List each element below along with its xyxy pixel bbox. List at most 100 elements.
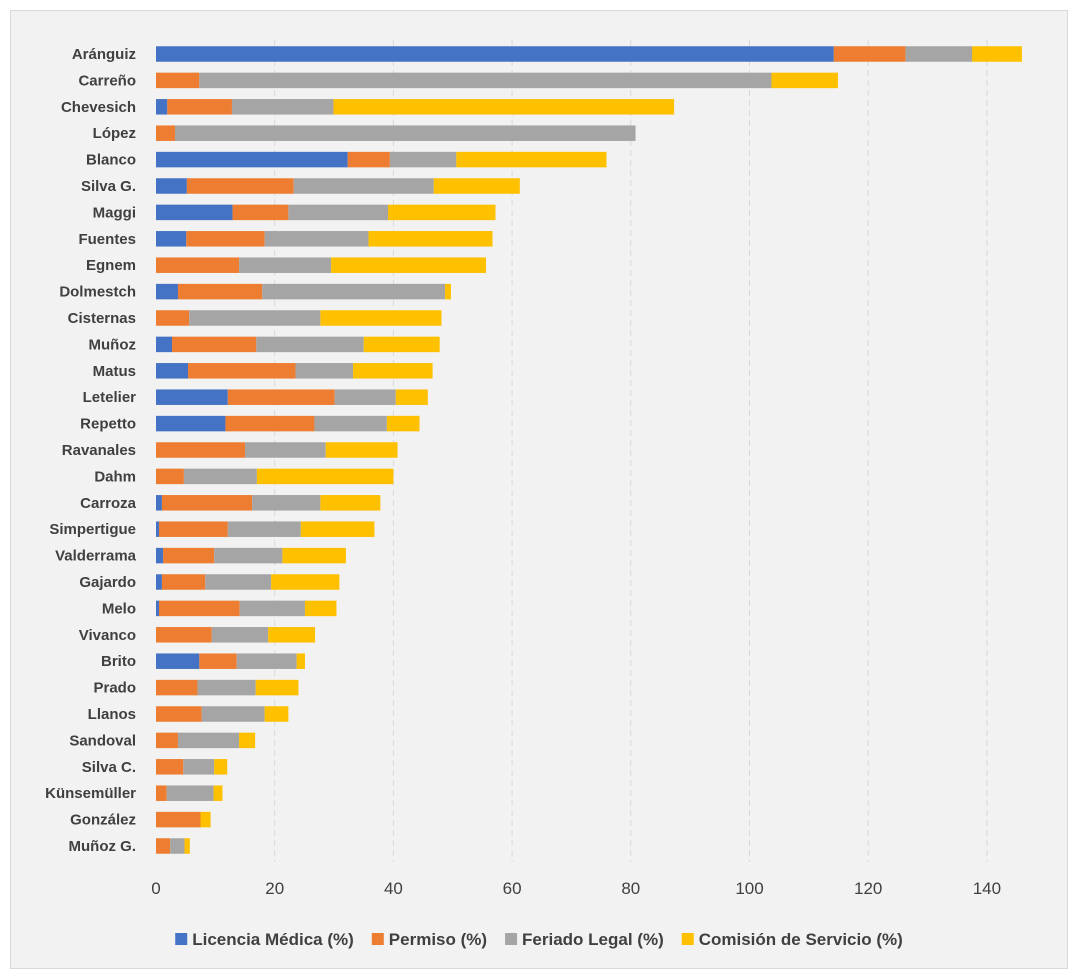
bar-segment-s0-row23 — [156, 653, 200, 669]
bar-segment-s3-row24 — [255, 679, 299, 696]
bar-segment-s1-row30 — [156, 838, 171, 854]
bar-segment-s2-row22 — [211, 627, 269, 643]
bar-segment-s1-row27 — [156, 759, 184, 775]
bar-segment-s0-row9 — [156, 283, 178, 300]
category-label: Ravanales — [62, 442, 136, 459]
bar-segment-s1-row5 — [186, 178, 294, 194]
bar-segment-s2-row20 — [205, 574, 272, 590]
category-label: Carroza — [80, 495, 137, 512]
bar-segment-s2-row17 — [252, 495, 321, 511]
bar-segment-s2-row8 — [239, 257, 332, 273]
bar-segment-s3-row30 — [184, 838, 190, 854]
bar-segment-s3-row9 — [445, 283, 451, 300]
bar-segment-s2-row16 — [183, 468, 257, 485]
category-label: Aránguiz — [72, 46, 136, 63]
bar-segment-s3-row21 — [304, 600, 337, 617]
x-tick-label: 80 — [621, 879, 640, 898]
bar-segment-s1-row2 — [167, 99, 232, 115]
bar-segment-s1-row25 — [156, 706, 202, 722]
category-label: Repetto — [80, 416, 136, 433]
bar-segment-s3-row13 — [395, 389, 428, 405]
bar-segment-s2-row21 — [239, 600, 305, 617]
bar-segment-s0-row17 — [156, 495, 162, 511]
bar-segment-s1-row15 — [156, 442, 246, 458]
bar-segment-s1-row19 — [163, 547, 215, 564]
category-label: Llanos — [88, 706, 136, 723]
bar-segment-s1-row22 — [156, 627, 212, 643]
bar-segment-s2-row15 — [245, 442, 326, 458]
bar-segment-s3-row7 — [368, 231, 493, 247]
bar-segment-s1-row12 — [188, 363, 296, 379]
bar-segment-s2-row7 — [264, 231, 369, 247]
bar-segment-s0-row19 — [156, 547, 164, 564]
bar-segment-s3-row5 — [433, 178, 520, 194]
bar-segment-s3-row23 — [296, 653, 305, 669]
category-label: Vivanco — [79, 627, 136, 644]
category-label: Blanco — [86, 152, 136, 169]
bar-segment-s1-row26 — [156, 732, 178, 749]
bar-segment-s0-row14 — [156, 415, 226, 432]
bar-segment-s2-row30 — [170, 838, 185, 854]
bar-segment-s1-row24 — [156, 679, 198, 696]
category-label: Brito — [101, 653, 136, 670]
bar-segment-s2-row28 — [166, 785, 214, 801]
bar-segment-s2-row26 — [177, 732, 240, 749]
bar-segment-s0-row2 — [156, 99, 168, 115]
legend-item: Permiso (%) — [371, 930, 487, 949]
bar-segment-s3-row0 — [972, 46, 1022, 62]
chart-area — [10, 10, 1068, 969]
bar-segment-s2-row27 — [183, 759, 215, 775]
bar-segment-s2-row18 — [227, 521, 301, 537]
bar-segment-s0-row21 — [156, 600, 159, 617]
bar-segment-s1-row13 — [227, 389, 335, 405]
legend-swatch — [175, 933, 188, 945]
category-label: Muñoz G. — [69, 838, 137, 855]
bar-segment-s1-row4 — [347, 151, 390, 168]
category-label: Cisternas — [68, 310, 136, 327]
bar-segment-s2-row10 — [189, 310, 321, 326]
x-tick-label: 40 — [384, 879, 403, 898]
bar-segment-s0-row7 — [156, 231, 187, 247]
legend-label: Feriado Legal (%) — [522, 930, 664, 949]
bar-segment-s1-row16 — [156, 468, 184, 485]
category-label: Dolmestch — [59, 284, 136, 301]
bar-segment-s2-row19 — [214, 547, 283, 564]
bar-segment-s3-row11 — [363, 336, 440, 353]
bar-segment-s3-row14 — [386, 415, 420, 432]
bar-segment-s2-row11 — [256, 336, 364, 353]
legend-label: Permiso (%) — [389, 930, 487, 949]
legend: Licencia Médica (%) Permiso (%) Feriado Le… — [175, 930, 903, 949]
x-tick-label: 60 — [503, 879, 522, 898]
category-label: Silva C. — [82, 759, 136, 776]
x-tick-label: 120 — [854, 879, 882, 898]
bar-segment-s2-row2 — [231, 99, 334, 115]
bar-segment-s0-row20 — [156, 574, 162, 590]
bar-segment-s1-row20 — [161, 574, 206, 590]
bar-segment-s3-row16 — [256, 468, 394, 485]
bar-segment-s1-row11 — [172, 336, 257, 353]
bar-segment-s3-row8 — [331, 257, 486, 273]
category-label: Maggi — [93, 204, 136, 221]
legend-item: Comisión de Servicio (%) — [681, 930, 903, 949]
bar-segment-s1-row23 — [199, 653, 237, 669]
bar-segment-s1-row10 — [156, 310, 190, 326]
category-label: Silva G. — [81, 178, 136, 195]
category-label: Valderrama — [55, 548, 137, 565]
bar-segment-s3-row29 — [200, 811, 211, 828]
bar-segment-s2-row13 — [334, 389, 396, 405]
bar-segment-s0-row11 — [156, 336, 173, 353]
category-label: López — [93, 125, 136, 142]
category-label: González — [70, 812, 136, 829]
bar-segment-s2-row6 — [288, 204, 389, 221]
bar-segment-s2-row25 — [201, 706, 265, 722]
bar-segment-s3-row12 — [353, 363, 433, 379]
bar-segment-s1-row17 — [161, 495, 253, 511]
bar-segment-s3-row28 — [213, 785, 223, 801]
bar-segment-s1-row29 — [156, 811, 201, 828]
category-label: Prado — [93, 680, 136, 697]
bar-segment-s1-row9 — [177, 283, 263, 300]
bar-segment-s3-row22 — [268, 627, 316, 643]
category-label: Gajardo — [79, 574, 136, 591]
bar-segment-s2-row3 — [174, 125, 636, 141]
